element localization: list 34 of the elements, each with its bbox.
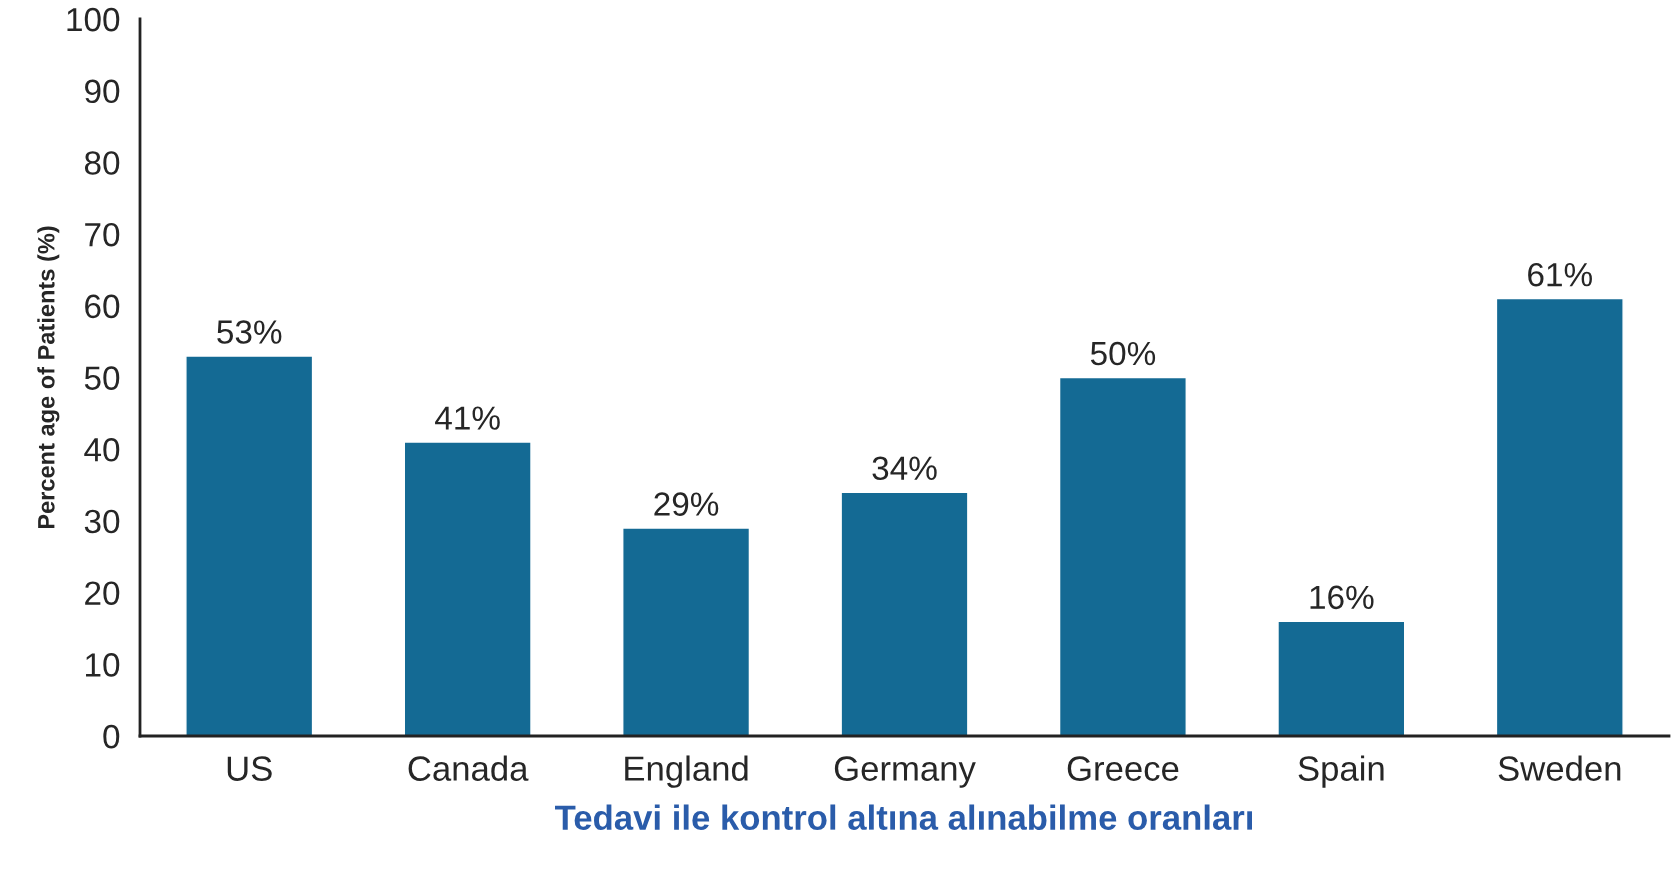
y-tick-label: 80 xyxy=(84,151,120,175)
y-tick-label: 50 xyxy=(84,366,120,390)
x-tick-label: England xyxy=(625,755,748,788)
data-label: 34% xyxy=(872,456,937,481)
bar xyxy=(185,355,314,736)
bar xyxy=(622,527,751,736)
y-tick-label: 40 xyxy=(84,438,120,462)
y-tick-label: 10 xyxy=(86,653,120,677)
bar xyxy=(840,491,969,736)
y-tick-label: 20 xyxy=(85,581,120,606)
data-label: 29% xyxy=(654,492,719,516)
data-label: 16% xyxy=(1310,585,1374,610)
x-tick-label: Canada xyxy=(408,755,529,781)
y-tick-label: 100 xyxy=(67,7,120,32)
x-tick-label: Germany xyxy=(834,756,976,788)
bar xyxy=(1495,297,1624,736)
data-label: 41% xyxy=(435,406,500,430)
y-tick-label: 0 xyxy=(103,724,120,749)
y-tick-label: 30 xyxy=(84,509,120,534)
x-axis-title: Tedavi ile kontrol altına alınabilme oranları xyxy=(555,804,1252,830)
x-tick-label: Sweden xyxy=(1498,755,1621,781)
data-label: 53% xyxy=(217,320,282,344)
y-tick-label: 90 xyxy=(85,79,120,104)
y-axis-title: Percent age of Patients (%) xyxy=(37,226,60,529)
bar xyxy=(1058,376,1187,736)
data-label: 50% xyxy=(1090,341,1156,366)
bar xyxy=(403,441,532,736)
y-tick-label: 70 xyxy=(85,222,120,247)
x-tick-label: US xyxy=(227,756,272,781)
x-tick-label: Greece xyxy=(1067,756,1179,781)
x-tick-label: Spain xyxy=(1298,755,1384,788)
bar xyxy=(1277,620,1406,736)
data-label: 61% xyxy=(1528,262,1592,287)
y-tick-label: 60 xyxy=(85,294,120,319)
